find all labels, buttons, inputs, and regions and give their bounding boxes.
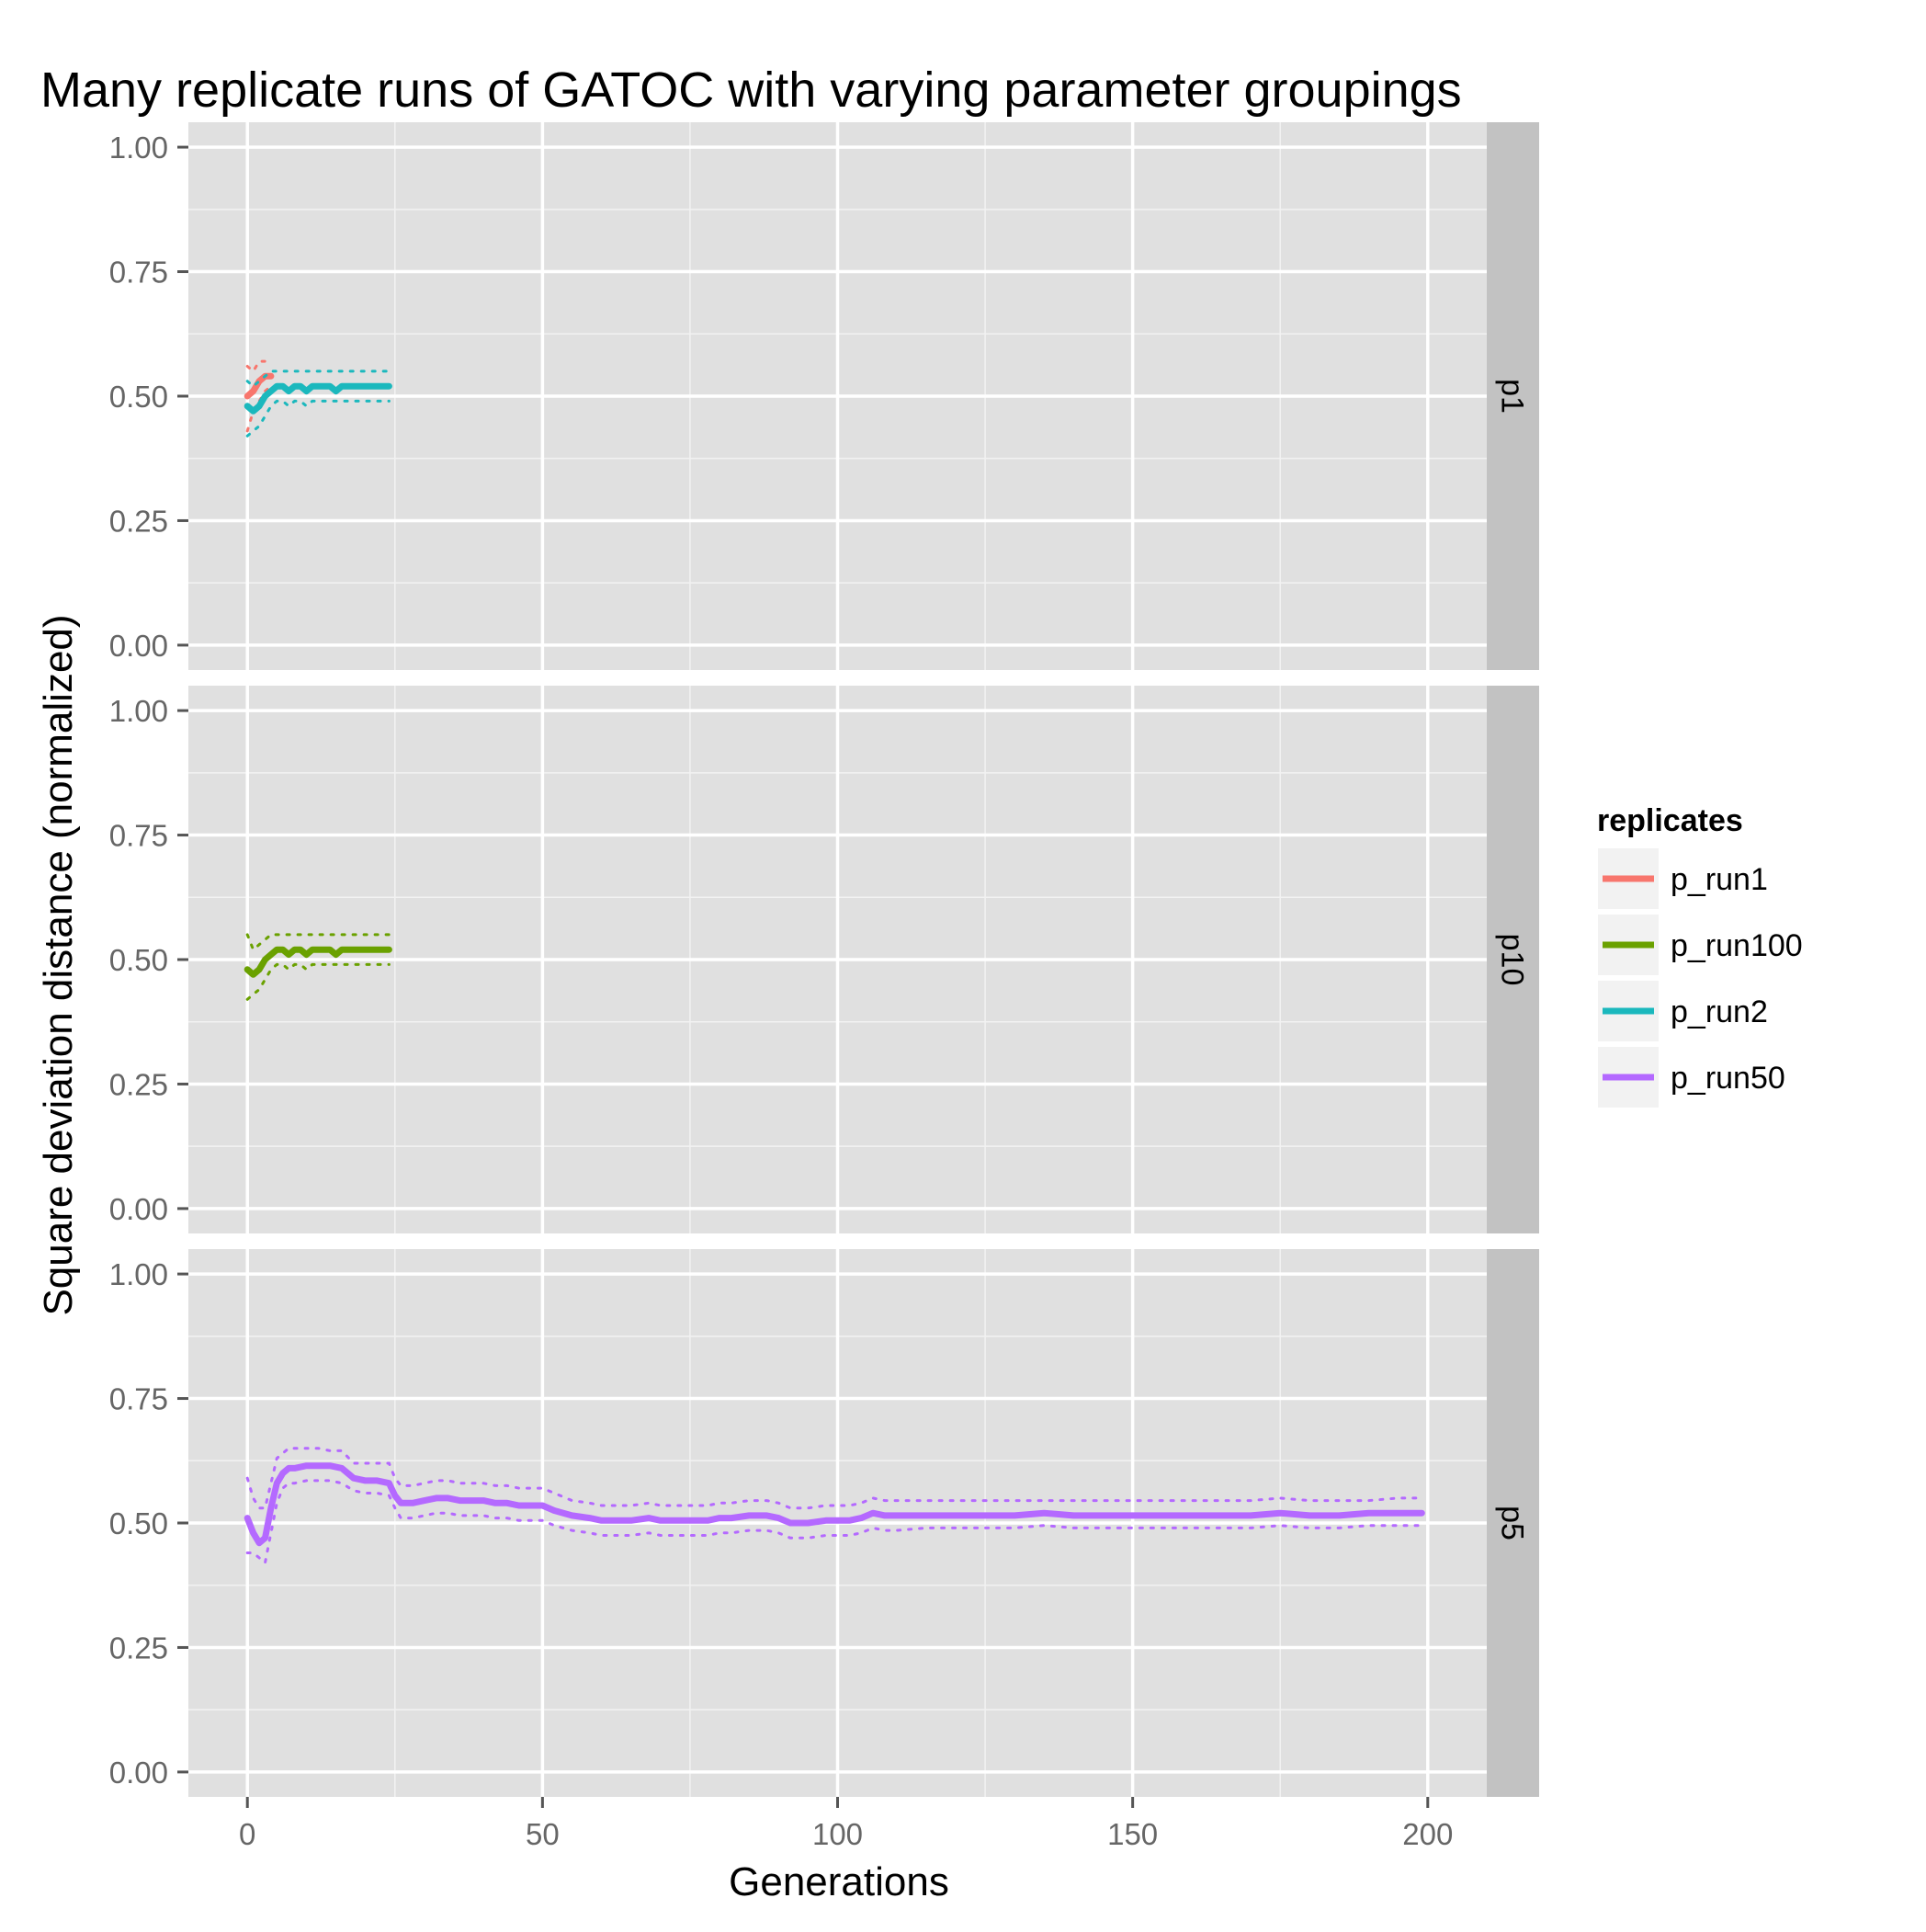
facet-strip-label: p5: [1495, 1506, 1530, 1540]
facet-panels: 0.00 0.25 0.50 0.75 1.00 p1 0.00 0.25 0.50 0.75 1.…: [109, 122, 1539, 1797]
legend-item-p_run1: p_run1: [1596, 847, 1768, 911]
legend-label: p_run100: [1671, 928, 1803, 963]
y-tick-label: 0.75: [109, 256, 168, 290]
y-tick-label: 0.00: [109, 1756, 168, 1790]
x-axis-title: Generations: [729, 1859, 949, 1904]
series-line: [244, 382, 392, 415]
series-lower-bound: [245, 962, 391, 1001]
series-p_run100: [244, 933, 392, 1001]
y-tick-label: 1.00: [109, 1257, 168, 1291]
y-tick-label: 0.75: [109, 1382, 168, 1416]
facet-strip-label: p1: [1495, 379, 1530, 414]
legend: replicates p_run1 p_run100 p_run2 p_run50: [1596, 803, 1803, 1109]
x-tick-label: 200: [1402, 1817, 1453, 1851]
y-tick-label: 1.00: [109, 694, 168, 728]
series-upper-bound: [245, 369, 391, 389]
x-tick-label: 100: [812, 1817, 863, 1851]
legend-label: p_run1: [1671, 862, 1768, 897]
y-tick-label: 0.25: [109, 1067, 168, 1101]
facet-strip-label: p10: [1495, 934, 1530, 986]
y-tick-label: 1.00: [109, 131, 168, 165]
y-tick-label: 0.50: [109, 1506, 168, 1540]
legend-item-p_run2: p_run2: [1596, 979, 1768, 1043]
facet-panel-p1: 0.00 0.25 0.50 0.75 1.00 p1: [109, 122, 1539, 670]
y-tick-label: 0.50: [109, 380, 168, 414]
facet-strip: [1487, 1249, 1539, 1797]
y-tick-label: 0.25: [109, 1631, 168, 1665]
series-p_run2: [244, 369, 392, 438]
x-tick-label: 0: [239, 1817, 255, 1851]
legend-label: p_run50: [1671, 1061, 1785, 1096]
y-tick-label: 0.00: [109, 1192, 168, 1226]
x-axis: 0 50 100 150 200: [239, 1797, 1453, 1851]
chart-title: Many replicate runs of GATOC with varyin…: [40, 63, 1462, 118]
legend-item-p_run100: p_run100: [1596, 913, 1803, 977]
series-lower-bound: [245, 399, 391, 438]
y-tick-label: 0.25: [109, 504, 168, 538]
y-tick-label: 0.00: [109, 629, 168, 663]
y-axis-title: Square deviation distance (normalized): [36, 614, 81, 1315]
series-line: [244, 946, 392, 978]
x-tick-label: 50: [526, 1817, 560, 1851]
legend-title: replicates: [1597, 803, 1743, 838]
series-p_run50: [244, 1447, 1425, 1566]
y-tick-label: 0.50: [109, 943, 168, 977]
facet-strip: [1487, 122, 1539, 670]
facet-panel-p10: 0.00 0.25 0.50 0.75 1.00 p10: [109, 686, 1539, 1233]
x-tick-label: 150: [1107, 1817, 1158, 1851]
series-lower-bound: [245, 1479, 1423, 1566]
facet-panel-p5: 0.00 0.25 0.50 0.75 1.00 p5: [109, 1249, 1539, 1797]
y-tick-label: 0.75: [109, 819, 168, 853]
series-line: [244, 1462, 1425, 1547]
series-upper-bound: [245, 933, 391, 952]
facet-strip: [1487, 686, 1539, 1233]
legend-item-p_run50: p_run50: [1596, 1045, 1785, 1109]
legend-label: p_run2: [1671, 994, 1768, 1029]
